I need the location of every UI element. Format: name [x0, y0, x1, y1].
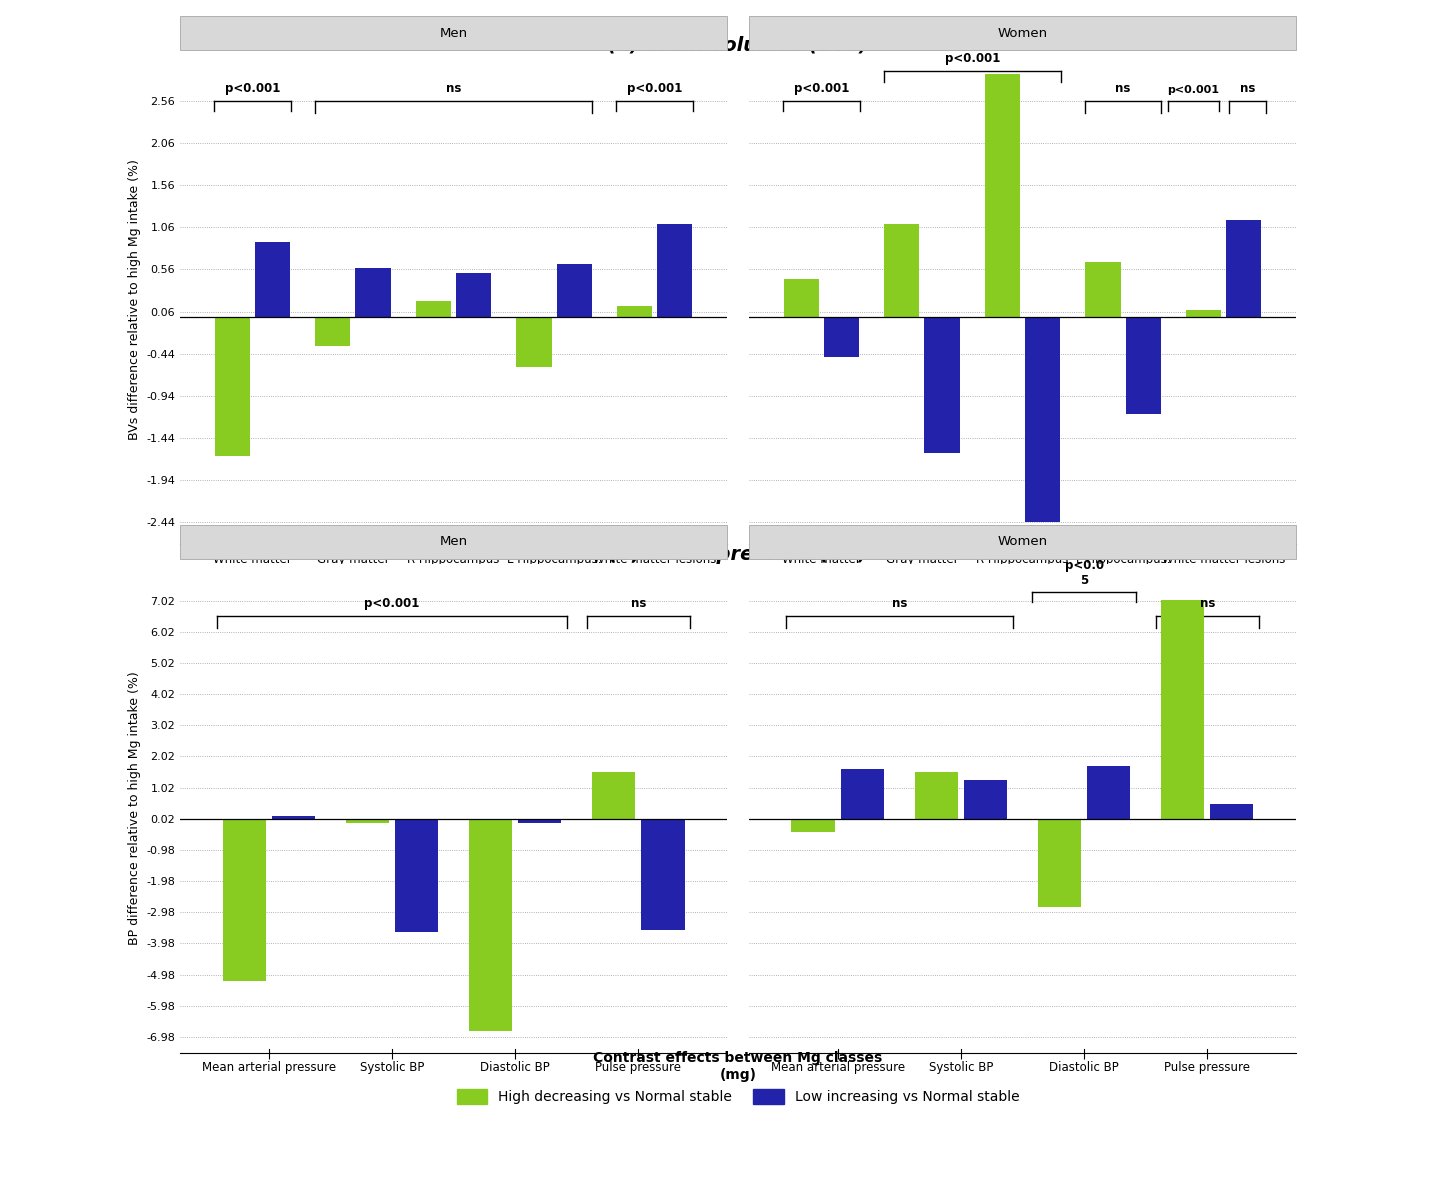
Text: Men: Men	[439, 536, 468, 549]
Bar	[346, 819, 389, 822]
Bar	[1187, 309, 1221, 316]
Y-axis label: BVs difference relative to high Mg intake (%): BVs difference relative to high Mg intak…	[128, 159, 141, 440]
Bar	[841, 769, 884, 819]
Bar	[1087, 766, 1130, 819]
Bar	[315, 316, 350, 346]
Text: p<0.001: p<0.001	[364, 597, 419, 610]
Bar	[985, 73, 1020, 316]
Bar	[469, 819, 513, 1031]
Bar	[223, 819, 265, 981]
Text: ns: ns	[1116, 82, 1130, 95]
Bar	[1161, 600, 1204, 819]
Bar	[215, 316, 251, 456]
Legend: High decreasing vs Normal stable, Low increasing vs Normal stable: High decreasing vs Normal stable, Low in…	[451, 1046, 1025, 1109]
Bar	[1038, 819, 1081, 907]
Text: p<0.001: p<0.001	[1168, 85, 1220, 95]
Bar	[749, 15, 1296, 50]
Text: ns: ns	[1200, 597, 1215, 610]
Bar	[924, 316, 959, 453]
Text: p<0.001: p<0.001	[793, 82, 850, 95]
Text: ns: ns	[631, 597, 647, 610]
Bar	[416, 301, 451, 316]
Text: (b) Blood pressure (BP): (b) Blood pressure (BP)	[609, 545, 867, 564]
Text: (a) Brain volumes (BVs): (a) Brain volumes (BVs)	[608, 36, 868, 55]
Bar	[180, 15, 727, 50]
Bar	[272, 816, 315, 819]
Bar	[1211, 803, 1253, 819]
Bar	[1126, 316, 1161, 414]
Bar	[783, 278, 819, 316]
Bar	[963, 780, 1007, 819]
Bar	[1025, 316, 1060, 523]
Bar	[456, 273, 491, 316]
Text: p<0.001: p<0.001	[225, 82, 281, 95]
Bar	[914, 773, 958, 819]
Bar	[1086, 262, 1120, 316]
Bar	[255, 243, 289, 316]
Text: Women: Women	[998, 26, 1047, 39]
Bar	[616, 307, 652, 316]
Text: p<0.001: p<0.001	[626, 82, 683, 95]
Bar	[792, 819, 835, 832]
Text: p<0.001: p<0.001	[945, 52, 999, 65]
Bar	[557, 264, 592, 316]
Text: ns: ns	[1240, 82, 1254, 95]
Bar	[592, 773, 635, 819]
Text: p<0.0
5: p<0.0 5	[1064, 559, 1103, 587]
Bar	[657, 224, 693, 316]
Bar	[518, 819, 562, 822]
Text: Women: Women	[998, 536, 1047, 549]
Bar	[517, 316, 552, 367]
Text: ns: ns	[446, 82, 461, 95]
Bar	[749, 525, 1296, 559]
Bar	[395, 819, 438, 931]
Bar	[824, 316, 860, 357]
Bar	[356, 268, 390, 316]
Text: Men: Men	[439, 26, 468, 39]
Bar	[1225, 219, 1261, 316]
Y-axis label: BP difference relative to high Mg intake (%): BP difference relative to high Mg intake…	[128, 672, 141, 946]
Bar	[180, 525, 727, 559]
Bar	[884, 224, 919, 316]
Bar	[641, 819, 684, 930]
Text: ns: ns	[891, 597, 907, 610]
